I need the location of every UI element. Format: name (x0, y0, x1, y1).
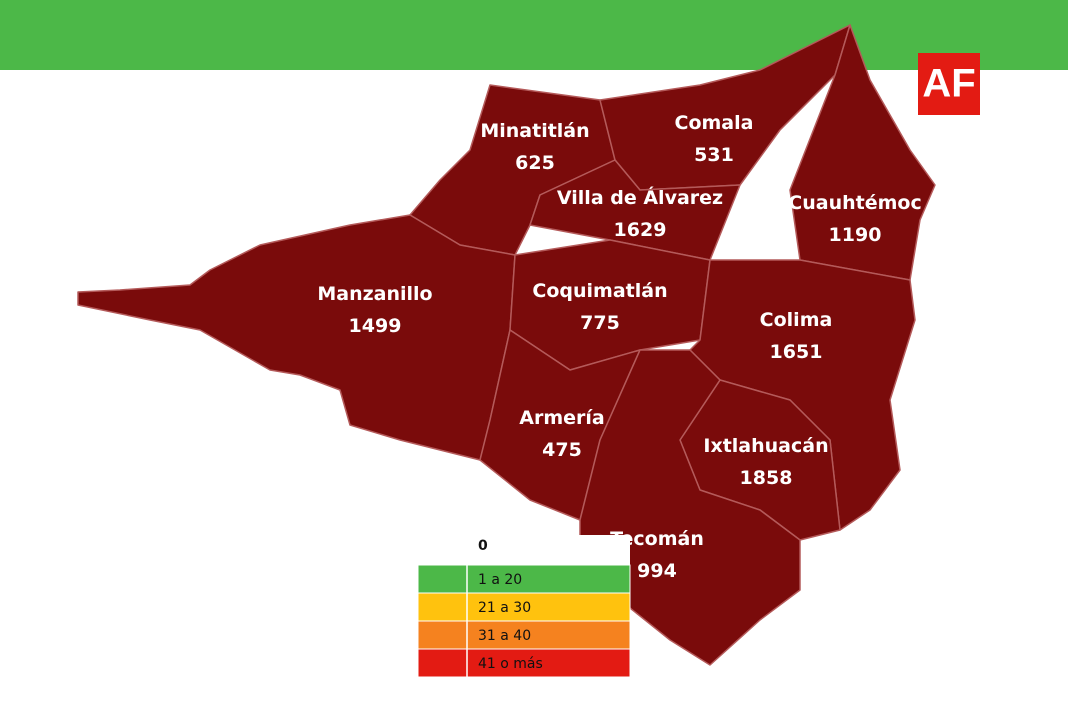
region-count: 1499 (349, 315, 402, 337)
legend-label: 31 a 40 (478, 628, 531, 644)
region-labels: Minatitlán 625 Comala 531 Villa de Álvarez 16… (317, 112, 921, 582)
legend-swatch (417, 620, 631, 650)
region-count: 475 (542, 439, 582, 461)
region-name: Manzanillo (317, 283, 432, 305)
region (789, 24, 936, 281)
region-count: 1651 (770, 341, 823, 363)
region-name: Coquimatlán (532, 280, 667, 302)
legend-header: 0 (478, 538, 488, 554)
legend-label: 1 a 20 (478, 572, 522, 588)
region-count: 1629 (614, 219, 667, 241)
legend-swatch (417, 592, 631, 622)
logo: AF (922, 62, 975, 106)
region-name: Minatitlán (480, 120, 589, 142)
region-count: 994 (637, 560, 677, 582)
region-name: Cuauhtémoc (788, 192, 921, 214)
legend-label: 21 a 30 (478, 600, 531, 616)
legend-header-box (418, 535, 630, 565)
region-name: Armería (519, 407, 604, 429)
top-bar (0, 0, 1068, 70)
region-count: 625 (515, 152, 555, 174)
region-count: 531 (694, 144, 734, 166)
region-count: 1190 (829, 224, 882, 246)
region-name: Tecomán (610, 528, 704, 550)
legend-swatch (417, 648, 631, 678)
municipalities (77, 24, 936, 666)
region-count: 1858 (740, 467, 793, 489)
region-name: Ixtlahuacán (703, 435, 828, 457)
region-name: Colima (760, 309, 833, 331)
legend-swatch (417, 564, 631, 594)
region-count: 775 (580, 312, 620, 334)
region-name: Villa de Álvarez (557, 186, 723, 209)
legend-label: 41 o más (478, 656, 543, 672)
logo-box (918, 53, 980, 115)
region (77, 214, 516, 461)
legend: 0 1 a 20 21 a 30 31 a 40 41 o más (417, 535, 631, 678)
region-name: Comala (675, 112, 754, 134)
